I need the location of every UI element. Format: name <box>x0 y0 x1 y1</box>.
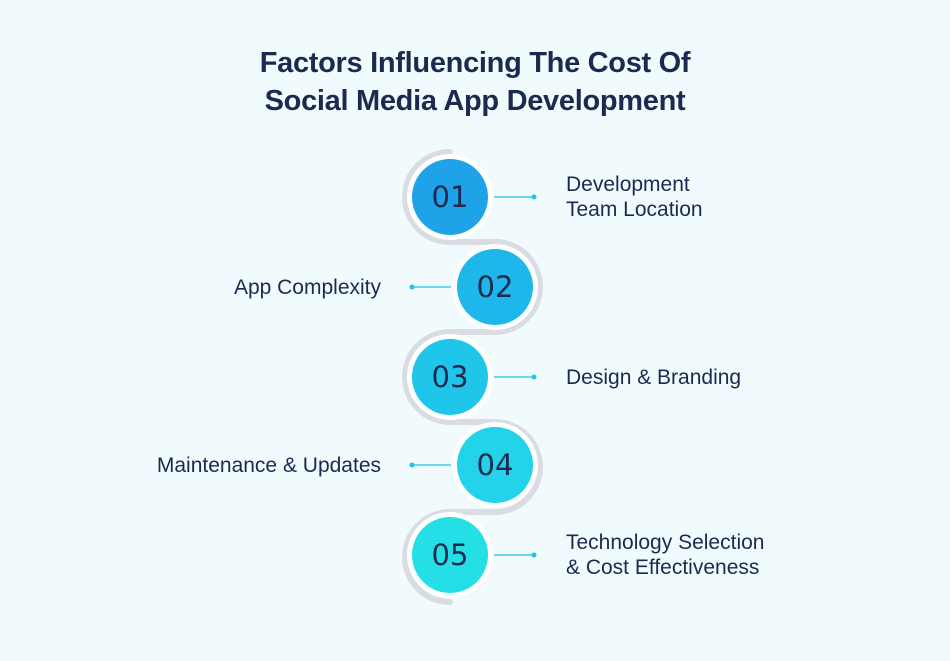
step-02-label: App Complexity <box>234 275 381 300</box>
step-03-connector-dot <box>531 374 537 380</box>
step-05-label: Technology Selection & Cost Effectiveness <box>566 530 764 580</box>
serpentine-track <box>402 149 543 605</box>
title-line-2: Social Media App Development <box>264 85 686 117</box>
step-01-connector-dot <box>531 194 537 200</box>
step-03-label: Design & Branding <box>566 365 741 390</box>
step-02-circle <box>457 249 533 325</box>
step-05-label-line: & Cost Effectiveness <box>566 556 760 579</box>
step-01-label-line: Team Location <box>566 198 703 221</box>
step-04-label-line: Maintenance & Updates <box>156 453 381 477</box>
step-05-number: 05 <box>431 538 469 572</box>
step-04-label: Maintenance & Updates <box>157 453 381 478</box>
step-04-circle <box>457 427 533 503</box>
step-01-number: 01 <box>431 180 469 214</box>
page-title: Factors Influencing The Cost Of Social M… <box>0 44 950 120</box>
step-01-circle <box>412 159 488 235</box>
title-line-1: Factors Influencing The Cost Of <box>259 47 691 79</box>
step-04-connector-dot <box>409 462 415 468</box>
step-03-number: 03 <box>431 360 469 394</box>
step-01-label-line: Development <box>566 173 690 196</box>
step-05-connector-dot <box>531 552 537 558</box>
step-02-label-line: App Complexity <box>233 275 381 299</box>
step-04-number: 04 <box>476 448 514 482</box>
step-02-connector-dot <box>409 284 415 290</box>
step-01-label: Development Team Location <box>566 172 703 222</box>
step-02-number: 02 <box>476 270 514 304</box>
step-03-circle <box>412 339 488 415</box>
step-05-label-line: Technology Selection <box>566 531 765 554</box>
step-05-circle <box>412 517 488 593</box>
step-03-label-line: Design & Branding <box>566 365 742 389</box>
